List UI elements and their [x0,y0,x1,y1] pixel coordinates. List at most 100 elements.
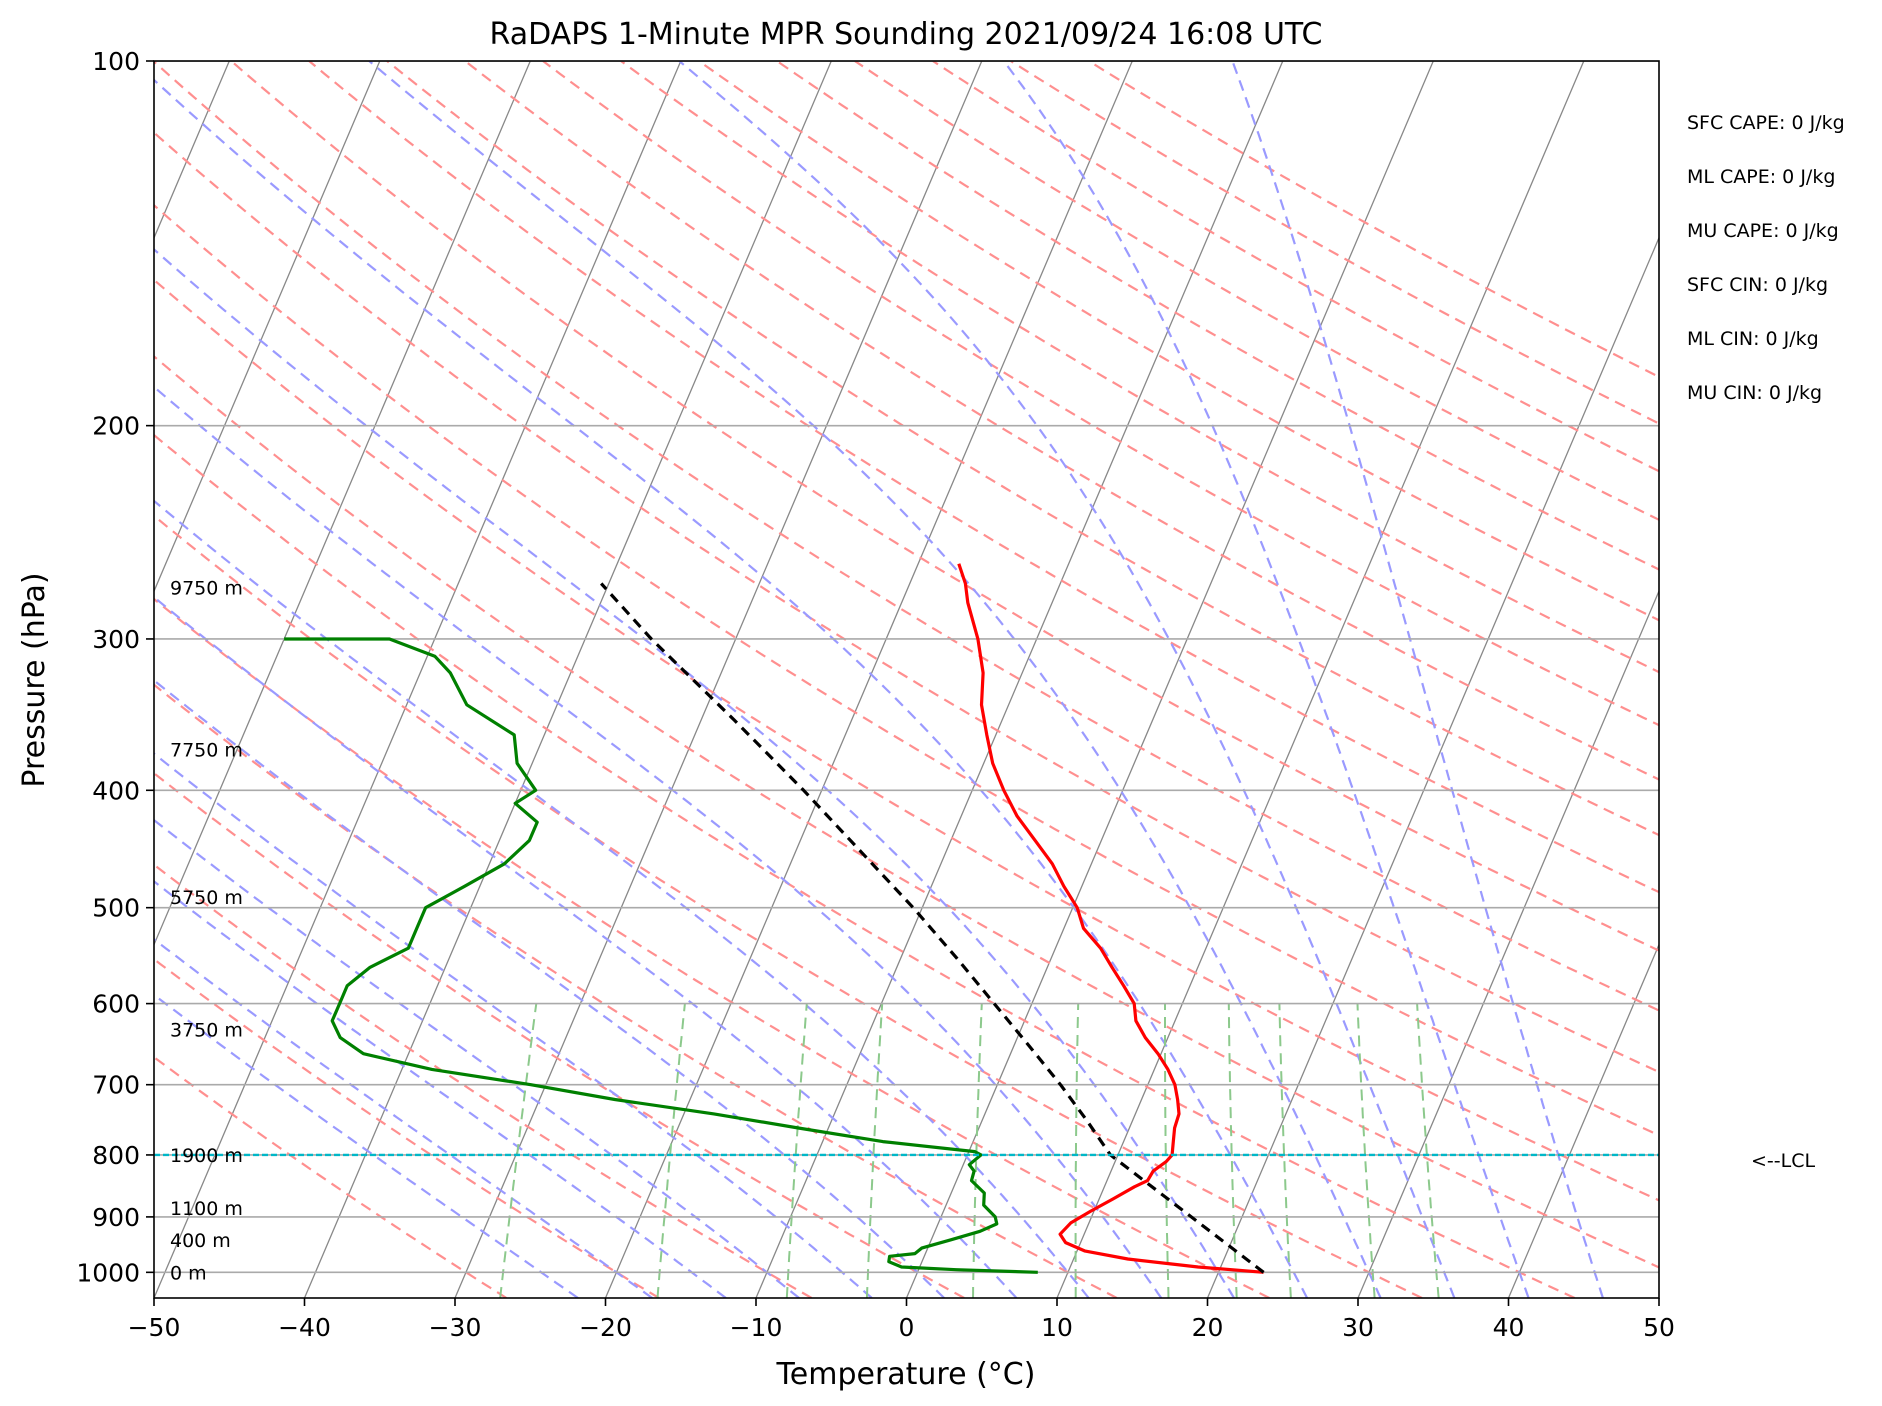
x-tick-label: 50 [1643,1313,1675,1342]
x-tick-label: −50 [128,1313,181,1342]
height-labels: 0 m 400 m 1100 m 1900 m 3750 m 5750 m 7750 m 97… [170,577,243,1284]
dry-adiabat-line [154,1055,507,1298]
dry-adiabat-line [154,354,1659,1269]
isotherm-line [755,61,1284,1298]
dry-adiabat-line [154,61,1659,1012]
dry-adiabat-line [154,683,1118,1298]
height-label: 5750 m [170,887,243,909]
y-tick-label: 500 [92,894,140,923]
index-text: ML CAPE: 0 J/kg [1687,166,1835,188]
x-tick-label: −30 [429,1313,482,1342]
mixing-ratio-line [1227,1003,1238,1298]
moist-adiabat-line [368,61,1382,1298]
dry-adiabat-line [154,957,660,1298]
height-label: 3750 m [170,1019,243,1041]
x-tick-label: −40 [278,1313,331,1342]
y-tick-label: 900 [92,1203,140,1232]
x-tick-label: −20 [579,1313,632,1342]
parcel-profile-line [600,582,1265,1274]
moist-adiabat-line [154,993,579,1298]
dry-adiabat-line [1088,61,1659,379]
mixing-ratio-line [656,1003,686,1298]
dewpoint-profile-line [284,637,1038,1274]
isotherm-line [604,61,1133,1298]
background-reference-lines [154,61,1659,1298]
isotherm-line [154,61,531,947]
y-tick-label: 200 [92,412,140,441]
height-label: 9750 m [170,577,243,599]
y-axis-ticks: 1000 900 800 700 600 500 400 300 200 100 [76,47,154,1287]
dry-adiabat-line [154,131,1659,1074]
moist-adiabat-line [1231,61,1604,1298]
x-tick-label: −10 [730,1313,783,1342]
isotherm-line [1507,942,1659,1298]
y-tick-label: 100 [92,47,140,76]
moist-adiabat-line [154,385,1163,1298]
index-text: MU CAPE: 0 J/kg [1687,220,1839,242]
sounding-profiles [284,563,1265,1274]
x-tick-label: 10 [1041,1313,1073,1342]
dry-adiabat-line [154,863,813,1298]
temperature-profile-line [957,563,1264,1274]
dry-adiabat-line [154,597,1270,1298]
height-label: 400 m [170,1230,231,1252]
isotherm-line [454,61,983,1298]
dry-adiabat-line [154,433,1576,1298]
moist-adiabat-line [154,499,1090,1298]
moist-adiabat-line [154,595,1018,1298]
dry-adiabat-line [932,61,1659,473]
isotherm-line [905,61,1434,1298]
index-text: SFC CAPE: 0 J/kg [1687,112,1845,134]
moist-adiabat-line [154,247,1235,1298]
instability-indices: SFC CAPE: 0 J/kg ML CAPE: 0 J/kg MU CAPE: … [1687,112,1845,404]
x-axis-label: Temperature (°C) [776,1357,1036,1392]
x-tick-label: 30 [1342,1313,1374,1342]
y-tick-label: 800 [92,1141,140,1170]
moist-adiabat-line [154,78,1309,1298]
moist-adiabat-line [154,880,727,1298]
y-tick-label: 1000 [76,1258,140,1287]
dry-adiabat-line [698,61,1659,622]
y-tick-label: 400 [92,776,140,805]
mixing-ratio-line [1074,1003,1080,1298]
mixing-ratio-line [499,1003,538,1298]
dry-adiabat-line [154,203,1659,1137]
mixing-ratio-line [972,1003,983,1298]
moist-adiabat-line [1002,61,1530,1298]
x-tick-label: 0 [899,1313,915,1342]
moist-adiabat-line [678,61,1456,1298]
isotherm-line [1206,236,1659,1298]
dry-adiabat-line [464,61,1659,781]
isotherm-line [154,61,381,593]
dry-adiabat-line [230,61,1659,952]
moist-adiabat-line [154,937,653,1298]
y-tick-label: 600 [92,990,140,1019]
mixing-ratio-line [1278,1003,1292,1298]
dry-adiabat-line [542,61,1659,727]
chart-title: RaDAPS 1-Minute MPR Sounding 2021/09/24 … [490,17,1323,52]
moist-adiabat-line [154,752,873,1298]
dry-adiabat-line [308,61,1659,894]
isotherm-line [1357,589,1659,1298]
height-label: 0 m [170,1262,207,1284]
x-tick-label: 20 [1192,1313,1224,1342]
y-axis-label: Pressure (hPa) [17,572,52,787]
dry-adiabat-line [154,278,1659,1202]
moist-adiabat-line [154,678,945,1298]
x-tick-label: 40 [1493,1313,1525,1342]
mixing-ratio-line [1416,1003,1440,1298]
dry-adiabat-line [854,61,1659,522]
mixing-ratio-line [865,1003,884,1298]
lcl-label: <--LCL [1751,1150,1815,1172]
dry-adiabat-line [386,61,1659,837]
dry-adiabat-line [154,514,1423,1298]
isotherm-line [154,61,682,1298]
index-text: ML CIN: 0 J/kg [1687,328,1819,350]
isotherm-line [303,61,832,1298]
mixing-ratio-line [1356,1003,1376,1298]
height-label: 1900 m [170,1145,243,1167]
height-label: 7750 m [170,739,243,761]
index-text: SFC CIN: 0 J/kg [1687,274,1828,296]
mixing-ratio-line [785,1003,808,1298]
